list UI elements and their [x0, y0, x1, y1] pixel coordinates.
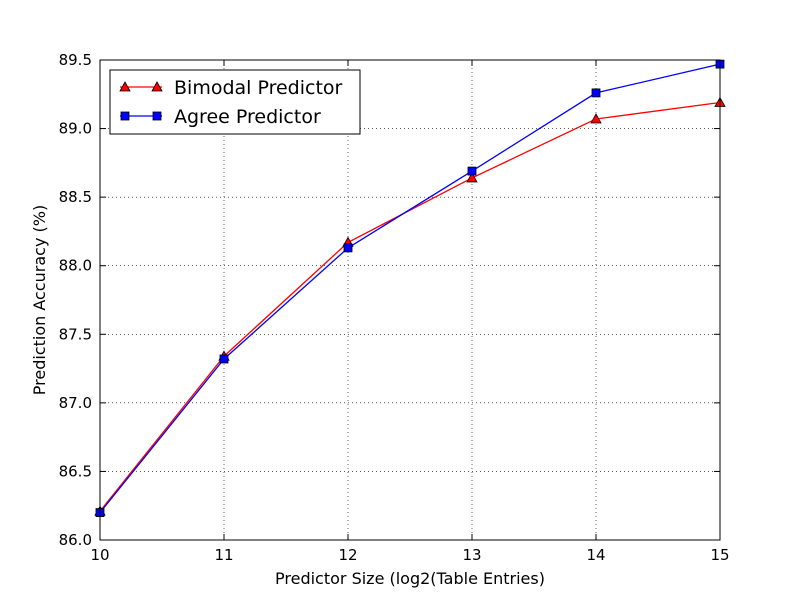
y-axis-label: Prediction Accuracy (%) — [30, 205, 49, 395]
x-tick-label: 14 — [586, 546, 605, 564]
x-tick-label: 15 — [710, 546, 729, 564]
plot-frame — [99, 59, 721, 541]
legend-label-agree: Agree Predictor — [174, 106, 321, 128]
y-tick-label: 88.0 — [59, 257, 92, 275]
legend-label-bimodal: Bimodal Predictor — [174, 77, 343, 99]
legend-swatch-marker — [151, 81, 163, 92]
legend-entry-bimodal: Bimodal Predictor — [119, 77, 343, 99]
y-tick-label: 86.5 — [59, 462, 92, 480]
data-point-agree — [343, 243, 353, 253]
legend-entry-agree: Agree Predictor — [120, 106, 321, 128]
legend-swatch-marker — [119, 81, 131, 92]
legend-swatch-marker — [152, 111, 162, 121]
data-point-bimodal — [466, 172, 478, 183]
x-axis-label: Predictor Size (log2(Table Entries) — [275, 569, 545, 588]
y-tick-label: 88.5 — [59, 188, 92, 206]
y-tick-label: 86.0 — [59, 531, 92, 549]
x-tick-label: 11 — [214, 546, 233, 564]
data-point-agree — [467, 166, 477, 176]
tick-layer: 10 11 12 13 14 15 86.0 86.5 87.0 87.5 88.0 88.5 89.0… — [59, 51, 730, 564]
legend: Bimodal Predictor Agree Predictor — [109, 69, 361, 135]
y-tick-label: 89.0 — [59, 120, 92, 138]
y-tick-label: 89.5 — [59, 51, 92, 69]
series-bimodal — [94, 96, 726, 516]
series-line-bimodal — [99, 101, 721, 512]
y-tick-label: 87.5 — [59, 325, 92, 343]
data-point-agree — [219, 354, 229, 364]
series-line-agree — [99, 63, 721, 513]
data-point-agree — [591, 88, 601, 98]
legend-box — [109, 69, 361, 135]
y-tick-label: 87.0 — [59, 394, 92, 412]
data-point-bimodal — [590, 113, 602, 124]
x-tick-label: 10 — [90, 546, 109, 564]
x-tick-label: 12 — [338, 546, 357, 564]
x-tick-label: 13 — [462, 546, 481, 564]
legend-swatch-marker — [120, 111, 130, 121]
